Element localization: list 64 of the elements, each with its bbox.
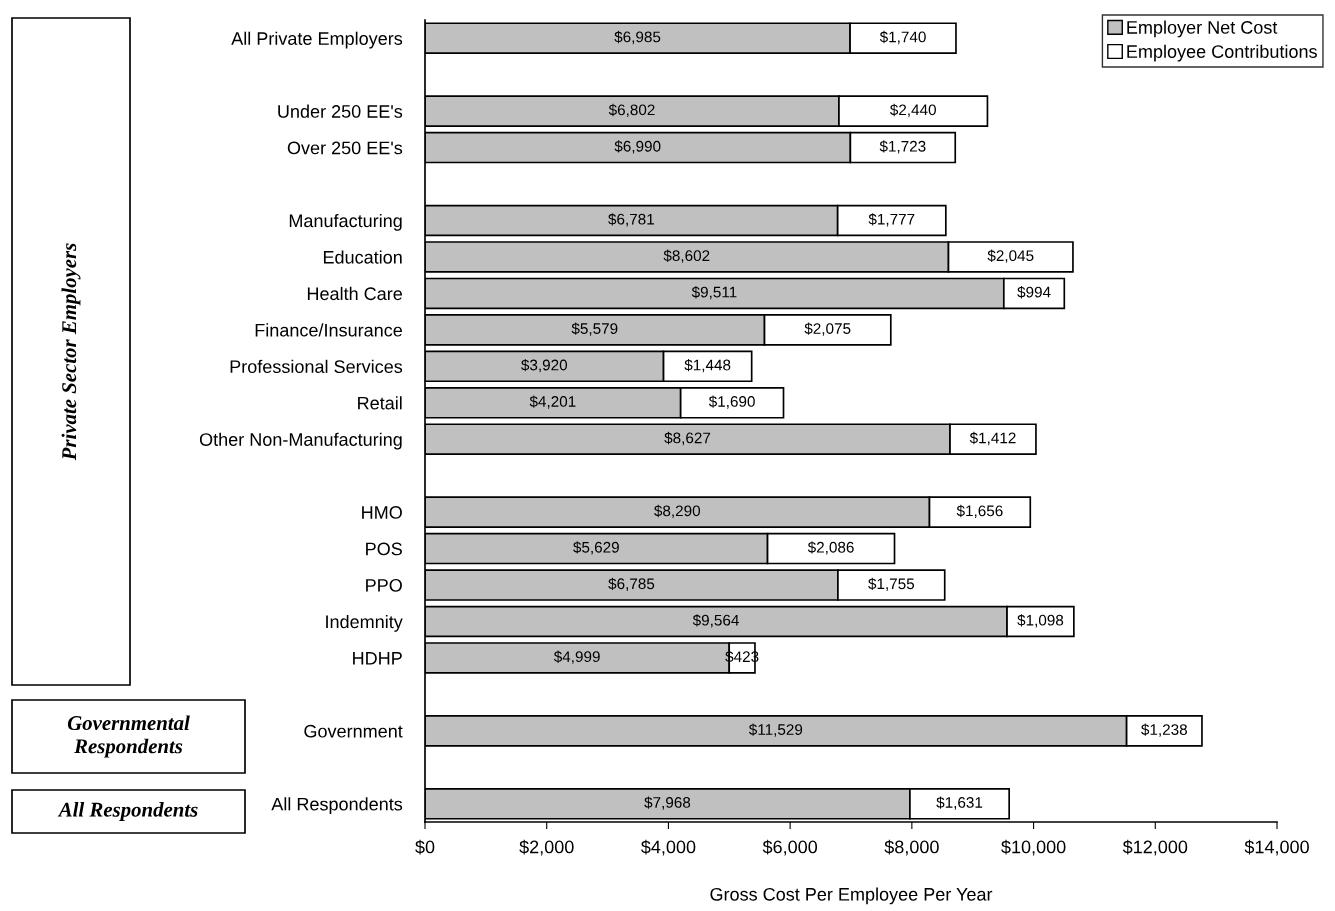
data-label: $6,990 (614, 140, 661, 154)
y-tick-label: PPO (366, 578, 402, 592)
data-label: $2,440 (890, 103, 936, 118)
legend-label: Employee Contributions (1127, 44, 1317, 62)
x-tick-label: $2,000 (519, 839, 574, 856)
x-tick-label: $14,000 (1244, 839, 1309, 856)
y-tick-label: Health Care (307, 286, 402, 301)
data-label: $1,238 (1141, 723, 1187, 737)
x-tick-label: $0 (415, 839, 435, 855)
y-tick-label: Education (323, 250, 402, 264)
data-label: $8,290 (654, 504, 701, 519)
y-tick-label: Finance/Insurance (255, 323, 402, 337)
data-label: $1,723 (879, 140, 926, 154)
y-tick-label: HMO (362, 506, 402, 519)
y-tick-label: Indemnity (326, 614, 403, 632)
x-tick-label: $6,000 (762, 839, 818, 856)
y-tick-label: Manufacturing (289, 213, 402, 231)
x-tick-label: $12,000 (1122, 839, 1188, 856)
text: Governmental Respondents (67, 715, 190, 758)
text: Private Sector Employers (61, 243, 81, 461)
data-label: $9,564 (692, 614, 739, 628)
data-label: $2,045 (987, 249, 1034, 263)
data-label: $1,098 (1017, 614, 1064, 628)
data-label: $1,740 (879, 30, 926, 45)
data-label: $5,579 (571, 322, 618, 336)
data-label: $3,920 (521, 358, 568, 373)
data-label: $2,075 (804, 322, 851, 336)
y-tick-label: All Private Employers (231, 31, 403, 49)
legend-label: Employer Net Cost (1127, 20, 1278, 38)
x-axis-title: Gross Cost Per Employee Per Year (710, 887, 993, 905)
data-label: $6,785 (608, 577, 655, 591)
y-tick-label: POS (366, 542, 402, 556)
data-label: $1,755 (868, 577, 915, 591)
x-tick-label: $10,000 (1001, 839, 1066, 856)
data-label: $1,412 (969, 431, 1016, 446)
y-tick-label: HDHP (353, 652, 402, 665)
x-tick-label: $4,000 (641, 839, 696, 856)
data-label: $994 (1017, 286, 1051, 299)
data-label: $1,690 (708, 395, 755, 409)
data-label: $6,985 (614, 30, 661, 45)
x-tick-label: $8,000 (884, 839, 939, 856)
data-label: $2,086 (807, 541, 854, 555)
data-label: $5,629 (573, 541, 619, 555)
data-label: $4,201 (529, 395, 576, 409)
y-tick-label: Other Non-Manufacturing (199, 432, 402, 450)
y-tick-label: Professional Services (230, 359, 403, 374)
y-tick-label: Under 250 EE's (278, 104, 403, 118)
y-tick-label: Over 250 EE's (287, 141, 403, 155)
data-label: $1,448 (684, 358, 731, 373)
data-label: $1,656 (956, 504, 1003, 519)
y-tick-label: Retail (358, 396, 402, 410)
y-tick-label: All Respondents (271, 797, 403, 815)
y-tick-label: Government (304, 724, 403, 738)
data-label: $7,968 (644, 796, 691, 810)
data-label: $4,999 (553, 650, 600, 664)
data-label: $8,602 (663, 249, 710, 263)
data-label: $6,802 (608, 103, 655, 118)
data-label: $1,777 (868, 213, 915, 227)
data-label: $9,511 (691, 286, 737, 300)
data-label: $1,631 (936, 796, 983, 810)
text: All Respondents (57, 802, 198, 821)
data-label: $11,529 (748, 723, 803, 737)
data-label: $6,781 (608, 213, 654, 227)
data-label: $8,627 (664, 431, 711, 446)
